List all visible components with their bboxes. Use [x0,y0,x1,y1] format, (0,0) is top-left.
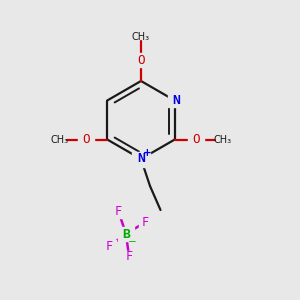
Text: CH₃: CH₃ [132,32,150,42]
Text: N: N [137,152,145,166]
Bar [122,250,136,262]
Bar [112,206,125,218]
Text: O: O [137,53,145,67]
Text: +: + [143,148,152,158]
Text: CH₃: CH₃ [50,134,68,145]
Text: F: F [115,205,122,218]
Text: O: O [192,133,200,146]
Bar [139,216,152,228]
Text: F: F [125,250,133,263]
Text: CH₃: CH₃ [214,134,232,145]
Bar [118,227,134,241]
Text: N: N [172,94,180,107]
Text: F: F [142,215,149,229]
Bar [103,240,116,252]
Bar [168,94,184,107]
Text: O: O [82,133,90,146]
Bar [132,152,150,166]
Text: B: B [122,227,130,241]
Bar [188,133,204,146]
Text: F: F [106,239,113,253]
Text: −: − [128,236,136,247]
Bar [78,133,94,146]
Bar [133,53,149,67]
